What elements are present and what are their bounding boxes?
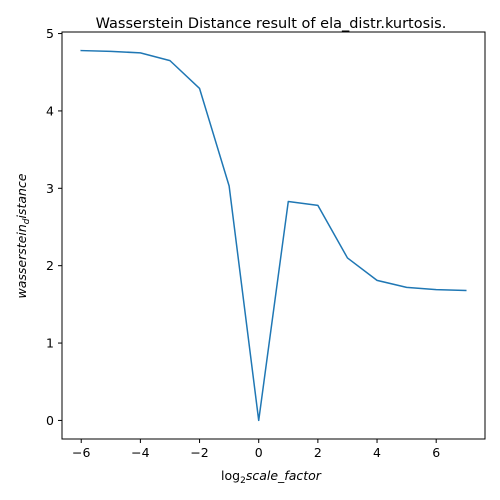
x-tick-label: −2 [190,445,208,460]
series-layer [80,49,467,422]
y-tick-label: 1 [46,336,54,351]
y-axis-label: wassersteindistance [14,173,32,298]
x-tick-label: 6 [432,445,440,460]
y-axis-label-prefix: wasserstein [14,224,29,298]
series-line-0 [80,49,467,422]
y-tick-label: 2 [46,258,54,273]
x-axis-label-suffix: scale_factor [246,468,322,483]
x-axis-ticks: −6 −4 −2 0 2 4 6 [72,439,440,460]
chart-title: Wasserstein Distance result of ela_distr… [96,16,447,32]
x-axis-label-prefix: log [221,468,240,483]
plot-area [61,31,486,440]
y-axis-label-suffix: istance [14,173,29,218]
x-tick-label: 0 [255,445,263,460]
x-tick-label: −6 [72,445,90,460]
y-axis-ticks: 0 1 2 3 4 5 [46,26,62,428]
x-axis-label: log2scale_factor [221,468,322,486]
x-tick-label: −4 [131,445,149,460]
y-tick-label: 0 [46,413,54,428]
axes-frame [61,31,486,440]
y-tick-label: 3 [46,181,54,196]
x-tick-label: 4 [373,445,381,460]
y-tick-label: 5 [46,26,54,41]
x-axis-label-subscript: 2 [240,476,246,486]
x-tick-label: 2 [314,445,322,460]
y-axis-label-subscript: d [22,218,32,224]
y-tick-label: 4 [46,103,54,118]
